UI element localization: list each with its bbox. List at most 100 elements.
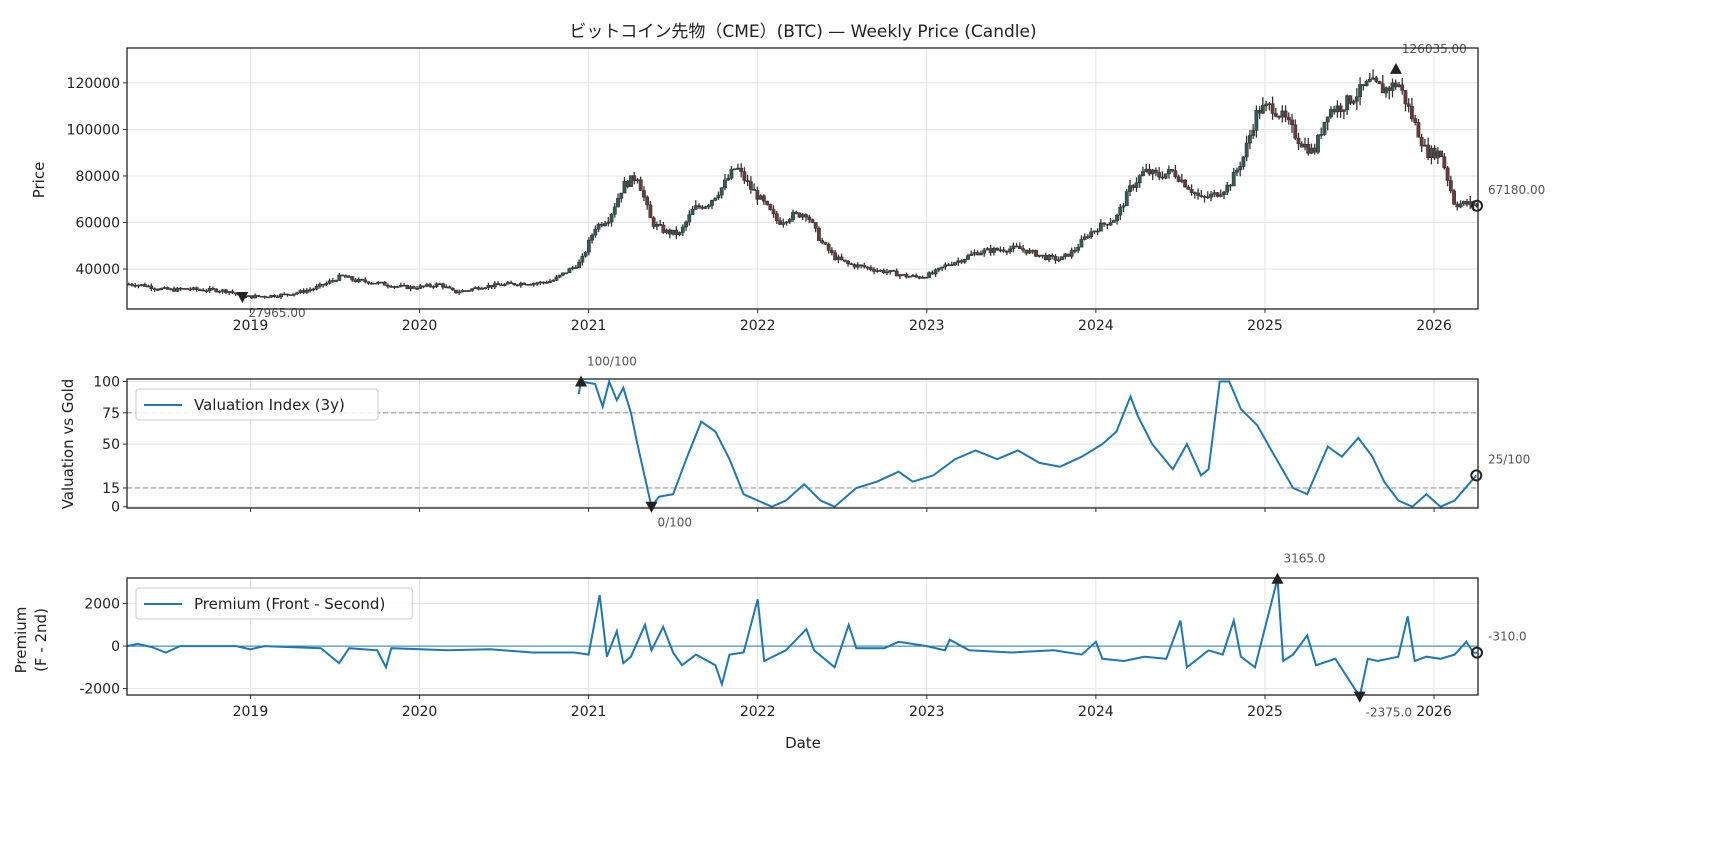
candle-body bbox=[1406, 103, 1411, 107]
candle-body bbox=[1248, 135, 1252, 144]
candle-body bbox=[298, 290, 303, 294]
candle-body bbox=[343, 275, 348, 278]
candle-body bbox=[211, 287, 215, 290]
axes-frame bbox=[126, 577, 1479, 696]
candle-body bbox=[603, 223, 607, 226]
x-tick-label: 2024 bbox=[1078, 704, 1114, 720]
candle-body bbox=[389, 285, 394, 288]
candle-body bbox=[139, 284, 144, 286]
candle-body bbox=[910, 275, 915, 277]
candle-body bbox=[373, 282, 377, 285]
candle-body bbox=[450, 287, 455, 291]
candle-body bbox=[1435, 150, 1440, 159]
candle-body bbox=[1387, 87, 1392, 91]
candle-body bbox=[651, 217, 656, 227]
candle-body bbox=[1429, 147, 1434, 158]
candle-body bbox=[1082, 236, 1087, 240]
candle-body bbox=[204, 290, 209, 293]
candle-body bbox=[1410, 106, 1414, 119]
candle-body bbox=[1445, 167, 1450, 181]
legend: Valuation Index (3y) bbox=[135, 388, 379, 421]
candle-body bbox=[940, 266, 944, 269]
candle-body bbox=[703, 206, 708, 209]
candle-body bbox=[765, 200, 769, 205]
candle-body bbox=[224, 289, 228, 293]
x-tick-label: 2025 bbox=[1247, 704, 1283, 720]
candle-body bbox=[444, 286, 449, 289]
candle-body bbox=[1280, 110, 1285, 118]
candle-body bbox=[395, 286, 400, 288]
candle-body bbox=[1004, 250, 1009, 253]
candle-body bbox=[295, 292, 300, 295]
candle-body bbox=[1102, 222, 1106, 225]
candle-body bbox=[408, 286, 413, 290]
candle-body bbox=[629, 175, 633, 187]
candle-body bbox=[875, 270, 880, 272]
candle-body bbox=[1124, 191, 1129, 207]
candle-body bbox=[755, 190, 760, 200]
candle-body bbox=[301, 290, 306, 293]
candle-body bbox=[360, 278, 364, 281]
candle-body bbox=[742, 171, 747, 181]
candle-body bbox=[337, 274, 342, 281]
candle-body bbox=[1157, 172, 1162, 178]
candle-body bbox=[1209, 193, 1213, 198]
candle-body bbox=[1325, 116, 1330, 123]
candle-body bbox=[262, 295, 267, 298]
candle-body bbox=[551, 280, 556, 282]
candle-body bbox=[1361, 84, 1366, 87]
candle-body bbox=[1367, 79, 1372, 82]
candle-body bbox=[1115, 214, 1119, 221]
candle-body bbox=[227, 291, 232, 293]
candle-body bbox=[1056, 259, 1061, 262]
candle-body bbox=[995, 247, 1000, 251]
candle-body bbox=[632, 175, 637, 181]
candle-body bbox=[522, 282, 526, 285]
candle-body bbox=[561, 272, 565, 276]
min-annotation: 0/100 bbox=[657, 516, 692, 530]
candle-body bbox=[1196, 192, 1200, 196]
candle-body bbox=[966, 255, 970, 260]
candle-body bbox=[1465, 201, 1469, 205]
candle-body bbox=[1273, 113, 1278, 117]
candle-body bbox=[1338, 105, 1343, 112]
candle-body bbox=[554, 276, 559, 281]
candle-body bbox=[599, 223, 604, 226]
candle-body bbox=[1063, 253, 1068, 257]
candle-body bbox=[1322, 121, 1327, 135]
candle-body bbox=[266, 296, 270, 299]
y-tick-label: 40000 bbox=[75, 262, 120, 278]
candle-body bbox=[489, 284, 494, 288]
candle-body bbox=[836, 256, 841, 261]
candle-body bbox=[457, 291, 462, 294]
candle-body bbox=[1251, 130, 1256, 136]
candle-body bbox=[862, 265, 867, 268]
candle-body bbox=[1212, 192, 1217, 195]
candle-body bbox=[726, 177, 731, 181]
candle-body bbox=[593, 228, 598, 236]
candle-body bbox=[1461, 201, 1466, 205]
candle-body bbox=[541, 281, 546, 284]
x-tick-label: 2019 bbox=[233, 704, 269, 720]
candle-body bbox=[865, 266, 870, 269]
candle-body bbox=[872, 269, 876, 272]
candle-body bbox=[1060, 256, 1064, 261]
candle-body bbox=[1189, 189, 1194, 193]
candle-body bbox=[379, 281, 384, 284]
candle-body bbox=[894, 270, 899, 277]
candle-body bbox=[700, 206, 705, 209]
candle-body bbox=[891, 270, 896, 272]
y-tick-label: 100000 bbox=[67, 122, 120, 138]
candle-body bbox=[1270, 103, 1275, 114]
candle-body bbox=[363, 279, 368, 283]
candle-body bbox=[424, 284, 429, 287]
candle-body bbox=[340, 274, 345, 277]
candle-body bbox=[774, 213, 779, 222]
premium-y-label-line: Premium bbox=[12, 607, 30, 674]
candle-body bbox=[898, 274, 902, 277]
candle-body bbox=[1416, 122, 1421, 138]
legend-label: Premium (Front - Second) bbox=[194, 595, 385, 613]
candle-body bbox=[791, 212, 795, 220]
candle-body bbox=[1332, 109, 1337, 113]
candle-body bbox=[1380, 83, 1385, 94]
